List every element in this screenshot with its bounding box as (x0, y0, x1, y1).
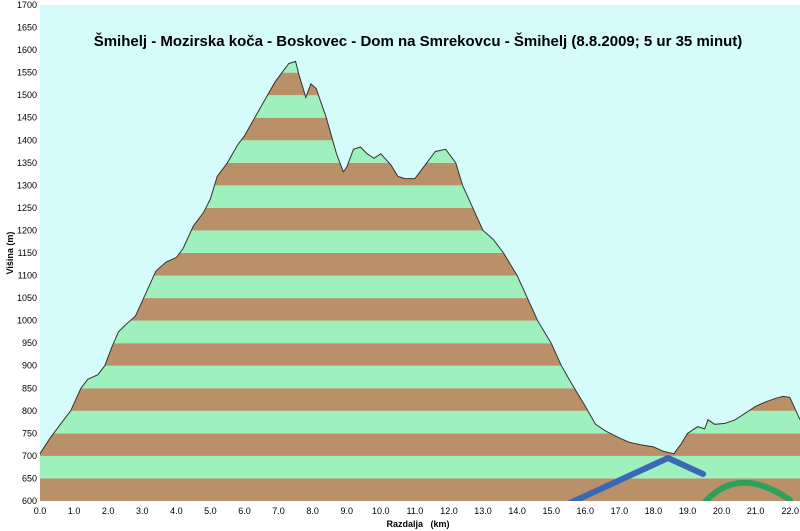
y-tick-label: 1300 (17, 180, 37, 190)
watermark-text: Hribi.net (575, 500, 744, 531)
y-axis: 600 650 700 750 800 850 900 950 1000 1050 1100 1150… (17, 0, 37, 506)
x-tick-label: 8.0 (306, 506, 319, 516)
x-axis-label: Razdalja (km) (386, 519, 449, 529)
y-tick-label: 1450 (17, 113, 37, 123)
y-tick-label: 950 (22, 338, 37, 348)
x-tick-label: 7.0 (272, 506, 285, 516)
x-tick-label: 11.0 (406, 506, 423, 516)
x-tick-label: 20.0 (713, 506, 731, 516)
watermark-roof-icon (567, 455, 706, 501)
y-tick-label: 800 (22, 406, 37, 416)
y-tick-label: 1350 (17, 158, 37, 168)
x-tick-label: 4.0 (170, 506, 183, 516)
x-tick-label: 1.0 (68, 506, 81, 516)
elevation-band (40, 478, 800, 501)
y-tick-label: 1400 (17, 135, 37, 145)
elevation-profile-line (39, 60, 800, 455)
x-axis: 0.0 1.0 2.0 3.0 4.0 5.0 6.0 7.0 8.0 9.0 10.0 11.0 12… (34, 506, 799, 516)
y-tick-label: 1600 (17, 45, 37, 55)
x-tick-label: 9.0 (340, 506, 353, 516)
y-tick-label: 1050 (17, 293, 37, 303)
chart-title: Šmihelj - Mozirska koča - Boskovec - Dom… (94, 32, 743, 50)
x-tick-label: 2.0 (102, 506, 115, 516)
x-tick-label: 10.0 (372, 506, 390, 516)
y-tick-label: 1700 (17, 0, 37, 10)
y-tick-label: 600 (22, 496, 37, 506)
x-tick-label: 6.0 (238, 506, 251, 516)
y-tick-label: 1250 (17, 203, 37, 213)
x-tick-label: 18.0 (645, 506, 663, 516)
y-tick-label: 1650 (17, 23, 37, 33)
y-tick-label: 1100 (18, 271, 37, 281)
y-tick-label: 650 (22, 473, 37, 483)
y-tick-label: 1550 (17, 68, 37, 78)
x-tick-label: 12.0 (440, 506, 458, 516)
y-tick-label: 850 (22, 383, 37, 393)
x-tick-label: 21.0 (747, 506, 765, 516)
y-tick-label: 900 (22, 361, 37, 371)
x-tick-label: 3.0 (136, 506, 149, 516)
y-tick-label: 700 (22, 451, 37, 461)
x-tick-label: 17.0 (611, 506, 629, 516)
x-tick-label: 19.0 (679, 506, 697, 516)
hribi-watermark: Hribi.net (567, 455, 793, 531)
x-tick-label: 15.0 (542, 506, 560, 516)
y-tick-label: 1150 (18, 248, 37, 258)
x-tick-label: 14.0 (508, 506, 526, 516)
y-tick-label: 1200 (17, 225, 37, 235)
x-tick-label: 22.0 (781, 506, 799, 516)
x-tick-label: 5.0 (204, 506, 217, 516)
x-tick-label: 16.0 (577, 506, 595, 516)
x-tick-label: 13.0 (474, 506, 492, 516)
watermark-arc-icon (702, 479, 793, 501)
x-tick-label: 0.0 (34, 506, 47, 516)
y-tick-label: 750 (22, 428, 37, 438)
y-tick-label: 1500 (17, 90, 37, 100)
y-tick-label: 1000 (17, 316, 37, 326)
elevation-band (40, 455, 800, 479)
elevation-band (40, 433, 800, 456)
y-axis-label: Višina (m) (5, 232, 15, 275)
